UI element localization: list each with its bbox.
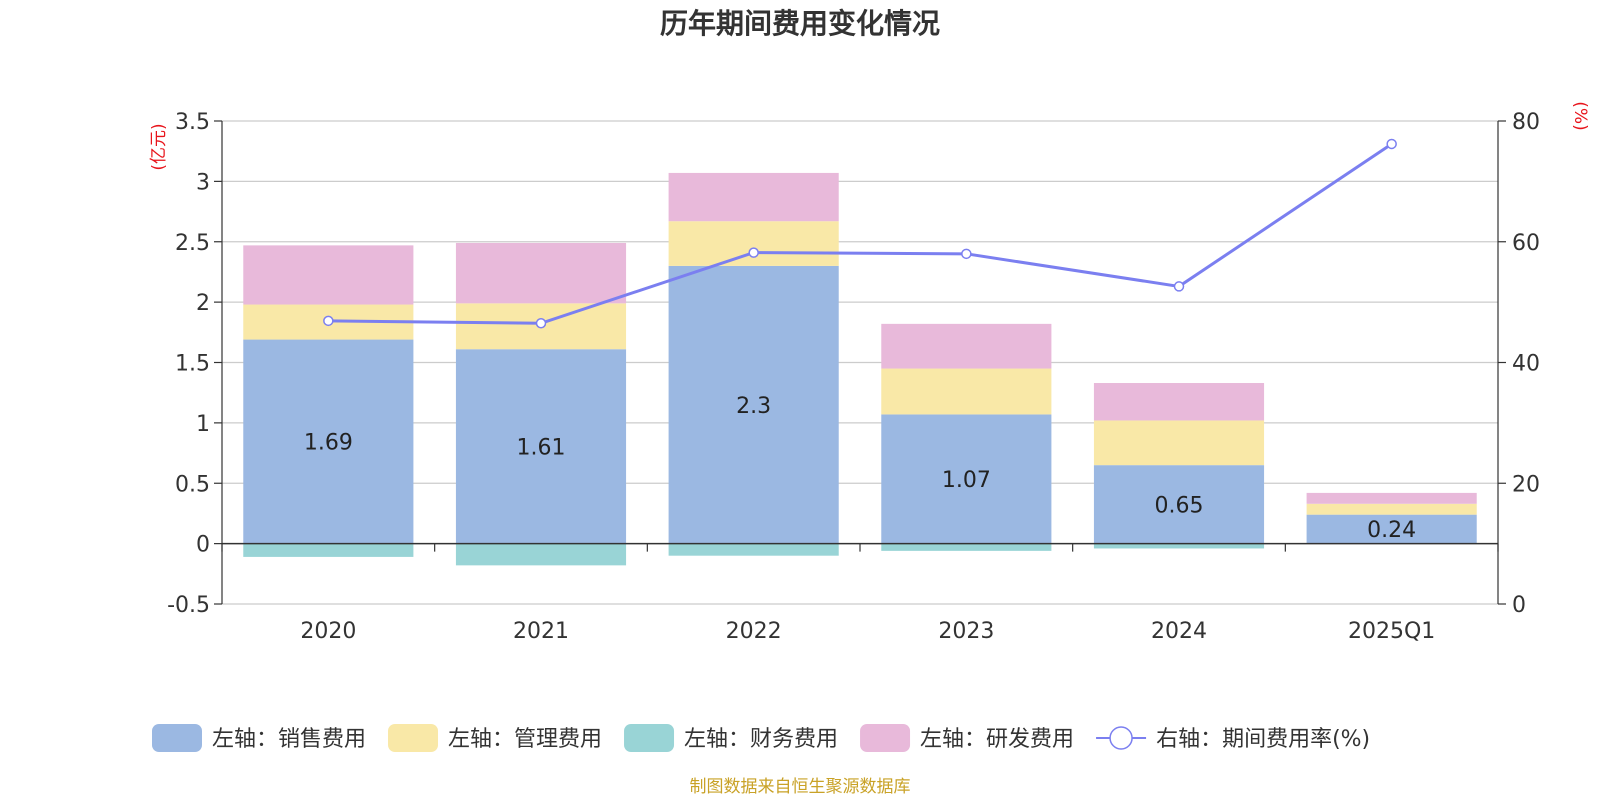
right-tick-label: 40 bbox=[1512, 352, 1540, 377]
expense-rate-point bbox=[748, 247, 759, 258]
legend-item: 左轴：财务费用 bbox=[624, 724, 838, 752]
data-labels-group: 1.69 1.61 2.3 1.07 0.65 0.24 bbox=[304, 394, 1416, 543]
legend-swatch bbox=[152, 724, 202, 752]
bar-左轴：管理费用-2025Q1 bbox=[1306, 503, 1477, 515]
legend: 左轴：销售费用 左轴：管理费用 左轴：财务费用 左轴：研发费用 右轴：期间费用率(%) bbox=[152, 724, 1370, 752]
expense-rate-line bbox=[328, 142, 1393, 325]
bar-左轴：销售费用-2020 bbox=[243, 339, 414, 544]
legend-item: 右轴：期间费用率(%) bbox=[1096, 726, 1370, 752]
left-tick-label: 1.5 bbox=[175, 352, 210, 377]
bar-左轴：研发费用-2022 bbox=[668, 172, 839, 222]
data-label: 0.65 bbox=[1155, 493, 1204, 518]
legend-swatch bbox=[860, 724, 911, 752]
bar-左轴：财务费用-2022 bbox=[668, 543, 839, 556]
right-tick-label: 60 bbox=[1512, 231, 1540, 256]
expense-rate-point bbox=[961, 248, 972, 260]
data-label: 1.61 bbox=[517, 435, 566, 460]
expense-rate-point bbox=[535, 318, 547, 329]
expense-rate-point bbox=[1386, 138, 1397, 150]
left-tick-label: 2 bbox=[196, 291, 210, 316]
chart-title: 历年期间费用变化情况 bbox=[660, 7, 940, 40]
legend-swatch bbox=[388, 724, 439, 752]
x-tick-label: 2020 bbox=[300, 619, 356, 644]
legend-item: 左轴：管理费用 bbox=[388, 724, 602, 752]
bar-左轴：财务费用-2020 bbox=[243, 543, 414, 557]
left-tick-label: 0 bbox=[196, 533, 210, 558]
legend-marker bbox=[1109, 726, 1133, 750]
legend-item: 左轴：研发费用 bbox=[860, 724, 1074, 752]
expense-rate-point bbox=[323, 315, 334, 327]
legend-label: 左轴：销售费用 bbox=[212, 727, 366, 752]
bars-group bbox=[243, 172, 1477, 566]
bar-左轴：财务费用-2021 bbox=[455, 543, 627, 566]
data-label: 2.3 bbox=[736, 394, 771, 419]
legend-label: 左轴：财务费用 bbox=[684, 727, 838, 752]
data-source: 制图数据来自恒生聚源数据库 bbox=[690, 777, 911, 797]
data-label: 1.07 bbox=[942, 468, 991, 493]
x-tick-label: 2025Q1 bbox=[1348, 619, 1435, 644]
x-tick-label: 2021 bbox=[513, 619, 569, 644]
legend-label: 右轴：期间费用率(%) bbox=[1156, 727, 1370, 752]
right-tick-label: 20 bbox=[1512, 472, 1540, 497]
right-axis-unit: (%) bbox=[1570, 101, 1590, 130]
expense-rate-line-group bbox=[323, 138, 1397, 329]
left-tick-label: 3.5 bbox=[175, 110, 210, 135]
bar-左轴：管理费用-2022 bbox=[668, 221, 839, 266]
bar-左轴：研发费用-2023 bbox=[881, 323, 1052, 369]
data-label: 0.24 bbox=[1367, 518, 1416, 543]
bar-左轴：管理费用-2023 bbox=[881, 368, 1052, 415]
left-tick-label: -0.5 bbox=[167, 593, 210, 618]
bar-左轴：财务费用-2024 bbox=[1093, 543, 1265, 549]
axes-group: -0.5 0 0.5 1 1.5 2 2.5 3 3.5 0 20 40 60 80 2020 2021 202… bbox=[167, 110, 1540, 644]
bar-左轴：销售费用-2022 bbox=[668, 265, 839, 544]
x-tick-label: 2023 bbox=[938, 619, 994, 644]
expense-rate-point bbox=[1173, 281, 1185, 292]
right-tick-label: 0 bbox=[1512, 593, 1526, 618]
x-tick-label: 2024 bbox=[1151, 619, 1207, 644]
left-tick-label: 3 bbox=[196, 170, 210, 195]
legend-label: 左轴：研发费用 bbox=[920, 727, 1074, 752]
bar-左轴：研发费用-2024 bbox=[1093, 383, 1265, 421]
bar-左轴：研发费用-2021 bbox=[455, 242, 627, 304]
left-tick-label: 0.5 bbox=[175, 472, 210, 497]
bar-左轴：销售费用-2025Q1 bbox=[1306, 514, 1477, 544]
legend-item: 左轴：销售费用 bbox=[152, 724, 366, 752]
bar-左轴：财务费用-2023 bbox=[881, 543, 1052, 551]
data-label: 1.69 bbox=[304, 431, 353, 456]
bar-左轴：销售费用-2021 bbox=[455, 349, 627, 544]
left-tick-label: 2.5 bbox=[175, 231, 210, 256]
bar-左轴：研发费用-2020 bbox=[243, 245, 414, 305]
right-tick-label: 80 bbox=[1512, 110, 1540, 135]
legend-swatch bbox=[624, 724, 675, 752]
left-tick-label: 1 bbox=[196, 412, 210, 437]
left-axis-unit: (亿元) bbox=[149, 123, 169, 170]
bar-左轴：管理费用-2024 bbox=[1093, 420, 1265, 466]
x-tick-label: 2022 bbox=[726, 619, 782, 644]
bar-左轴：销售费用-2023 bbox=[881, 414, 1052, 544]
bar-左轴：销售费用-2024 bbox=[1093, 465, 1265, 544]
bar-左轴：研发费用-2025Q1 bbox=[1306, 492, 1477, 504]
legend-label: 左轴：管理费用 bbox=[448, 727, 602, 752]
